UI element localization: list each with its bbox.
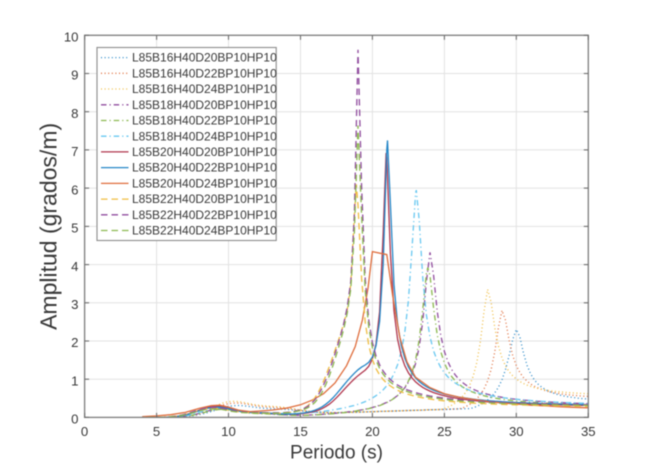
svg-text:0: 0 bbox=[71, 412, 78, 427]
svg-text:L85B22H40D20BP10HP10: L85B22H40D20BP10HP10 bbox=[132, 192, 277, 206]
svg-text:20: 20 bbox=[365, 424, 380, 439]
svg-text:L85B20H40D24BP10HP10: L85B20H40D24BP10HP10 bbox=[132, 177, 277, 191]
svg-text:L85B16H40D22BP10HP10: L85B16H40D22BP10HP10 bbox=[132, 66, 277, 80]
svg-text:L85B18H40D22BP10HP10: L85B18H40D22BP10HP10 bbox=[132, 114, 277, 128]
svg-text:L85B16H40D20BP10HP10: L85B16H40D20BP10HP10 bbox=[132, 51, 277, 65]
svg-text:5: 5 bbox=[71, 221, 78, 236]
svg-text:7: 7 bbox=[71, 144, 78, 159]
svg-text:35: 35 bbox=[581, 424, 596, 439]
svg-text:30: 30 bbox=[509, 424, 524, 439]
svg-text:L85B22H40D22BP10HP10: L85B22H40D22BP10HP10 bbox=[132, 208, 277, 222]
svg-text:2: 2 bbox=[71, 335, 78, 350]
svg-text:L85B20H40D20BP10HP10: L85B20H40D20BP10HP10 bbox=[132, 145, 277, 159]
svg-text:L85B22H40D24BP10HP10: L85B22H40D24BP10HP10 bbox=[132, 224, 277, 238]
svg-text:10: 10 bbox=[64, 30, 79, 45]
svg-text:3: 3 bbox=[71, 297, 78, 312]
svg-text:9: 9 bbox=[71, 68, 78, 83]
svg-text:4: 4 bbox=[71, 259, 78, 274]
svg-text:6: 6 bbox=[71, 182, 78, 197]
svg-text:25: 25 bbox=[437, 424, 452, 439]
svg-text:L85B18H40D24BP10HP10: L85B18H40D24BP10HP10 bbox=[132, 129, 277, 143]
svg-text:Periodo (s): Periodo (s) bbox=[290, 443, 383, 464]
svg-text:L85B18H40D20BP10HP10: L85B18H40D20BP10HP10 bbox=[132, 98, 277, 112]
svg-text:Amplitud (grados/m): Amplitud (grados/m) bbox=[36, 123, 62, 330]
svg-text:L85B20H40D22BP10HP10: L85B20H40D22BP10HP10 bbox=[132, 161, 277, 175]
svg-text:15: 15 bbox=[293, 424, 308, 439]
svg-text:1: 1 bbox=[71, 373, 78, 388]
svg-text:0: 0 bbox=[81, 424, 88, 439]
svg-text:10: 10 bbox=[221, 424, 236, 439]
svg-text:L85B16H40D24BP10HP10: L85B16H40D24BP10HP10 bbox=[132, 82, 277, 96]
svg-text:5: 5 bbox=[153, 424, 160, 439]
svg-text:8: 8 bbox=[71, 106, 78, 121]
